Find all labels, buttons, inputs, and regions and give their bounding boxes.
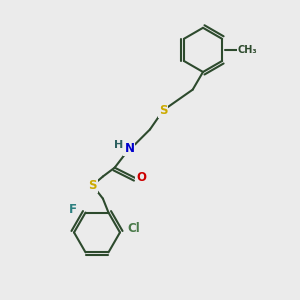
- Text: N: N: [124, 142, 134, 155]
- Text: O: O: [136, 172, 146, 184]
- Text: S: S: [88, 179, 97, 192]
- Text: F: F: [69, 202, 77, 215]
- Text: Cl: Cl: [128, 221, 140, 235]
- Text: S: S: [159, 104, 167, 117]
- Text: CH₃: CH₃: [238, 45, 258, 55]
- Text: H: H: [114, 140, 123, 150]
